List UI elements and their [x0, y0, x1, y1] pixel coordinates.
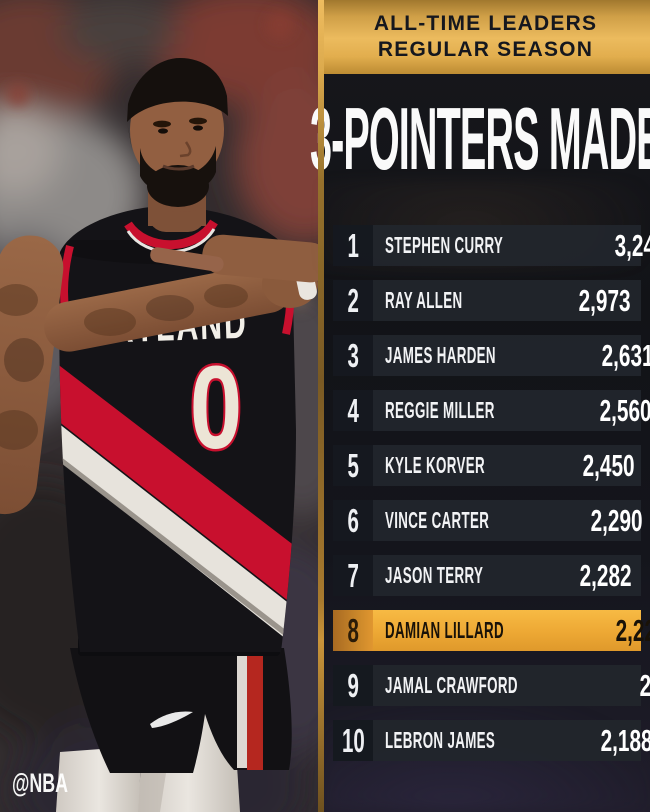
- rank-number: 6: [347, 501, 359, 539]
- player-name-cell: RAY ALLEN: [373, 280, 553, 321]
- player-value-cell: 2,188: [575, 720, 650, 761]
- player-value-cell: 2,222: [590, 610, 650, 651]
- player-value-cell: 2,560: [574, 390, 650, 431]
- player-value: 2,560: [599, 392, 650, 428]
- player-value-cell: 2,221: [614, 665, 650, 706]
- rank-cell: 7: [333, 555, 373, 596]
- player-value: 2,290: [590, 502, 643, 538]
- player-name-cell: LEBRON JAMES: [373, 720, 575, 761]
- player-name-cell: JAMES HARDEN: [373, 335, 576, 376]
- player-value: 2,450: [582, 447, 635, 483]
- leaderboard-panel: ALL-TIME LEADERS REGULAR SEASON 3-POINTE…: [310, 0, 650, 812]
- player-name-cell: VINCE CARTER: [373, 500, 565, 541]
- leaderboard-row: 7 JASON TERRY 2,282: [333, 555, 641, 596]
- rank-cell: 10: [333, 720, 373, 761]
- rank-cell: 3: [333, 335, 373, 376]
- rank-number: 1: [347, 226, 359, 264]
- rank-cell: 8: [333, 610, 373, 651]
- player-value: 2,282: [579, 557, 632, 593]
- player-name: REGGIE MILLER: [385, 397, 495, 423]
- divider-stripe: [318, 0, 324, 812]
- rank-number: 7: [347, 556, 359, 594]
- rank-number: 5: [347, 446, 359, 484]
- player-value-cell: 2,450: [557, 445, 645, 486]
- player-value: 2,188: [600, 722, 650, 758]
- player-photo: RTLAND 0: [0, 0, 322, 812]
- player-name: JAMES HARDEN: [385, 342, 496, 368]
- nba-watermark: @NBA: [12, 768, 97, 799]
- banner-line-2: REGULAR SEASON: [377, 38, 594, 61]
- player-name-cell: KYLE KORVER: [373, 445, 557, 486]
- rank-cell: 9: [333, 665, 373, 706]
- leaderboard-row: 9 JAMAL CRAWFORD 2,221: [333, 665, 650, 706]
- player-name: LEBRON JAMES: [385, 727, 496, 753]
- player-value: 2,631: [601, 337, 650, 373]
- player-name: DAMIAN LILLARD: [385, 617, 504, 643]
- leaderboard-row: 10 LEBRON JAMES 2,188: [333, 720, 650, 761]
- player-name-cell: STEPHEN CURRY: [373, 225, 589, 266]
- leaderboard-row: 6 VINCE CARTER 2,290: [333, 500, 642, 541]
- nba-watermark-text: @NBA: [12, 768, 68, 798]
- rank-number: 2: [347, 281, 359, 319]
- leaderboard-row: 2 RAY ALLEN 2,973: [333, 280, 641, 321]
- player-name: JASON TERRY: [385, 562, 484, 588]
- leaderboard-row: 4 REGGIE MILLER 2,560: [333, 390, 650, 431]
- rank-number: 9: [347, 666, 359, 704]
- player-value-cell: 2,282: [554, 555, 642, 596]
- player-name-cell: JASON TERRY: [373, 555, 554, 596]
- player-name: JAMAL CRAWFORD: [385, 672, 518, 698]
- rank-number: 10: [341, 721, 365, 759]
- player-value: 2,221: [640, 668, 650, 704]
- jersey-number: 0: [190, 341, 242, 474]
- player-name-cell: REGGIE MILLER: [373, 390, 574, 431]
- player-name: KYLE KORVER: [385, 452, 485, 478]
- player-value-cell: 2,290: [565, 500, 650, 541]
- player-name-cell: DAMIAN LILLARD: [373, 610, 590, 651]
- leaderboard-row: 1 STEPHEN CURRY 3,248: [333, 225, 650, 266]
- rank-number: 8: [347, 611, 359, 649]
- banner-line-1: ALL-TIME LEADERS: [373, 12, 598, 36]
- stat-title-text: 3-POINTERS MADE: [309, 89, 650, 188]
- player-name-cell: JAMAL CRAWFORD: [373, 665, 614, 706]
- rank-cell: 2: [333, 280, 373, 321]
- player-value: 2,222: [615, 612, 650, 648]
- rank-cell: 1: [333, 225, 373, 266]
- rank-cell: 4: [333, 390, 373, 431]
- leaderboard-row: 3 JAMES HARDEN 2,631: [333, 335, 650, 376]
- rank-cell: 6: [333, 500, 373, 541]
- player-photo-art: RTLAND 0: [0, 0, 322, 812]
- player-name: STEPHEN CURRY: [385, 232, 504, 258]
- player-value-cell: 2,973: [553, 280, 641, 321]
- banner: ALL-TIME LEADERS REGULAR SEASON: [321, 0, 650, 74]
- rank-number: 4: [347, 391, 359, 429]
- player-value-cell: 3,248: [589, 225, 650, 266]
- stat-title: 3-POINTERS MADE: [310, 78, 650, 200]
- player-name: VINCE CARTER: [385, 507, 490, 533]
- leaderboard-row: 8 DAMIAN LILLARD 2,222: [333, 610, 650, 651]
- leaderboard: 1 STEPHEN CURRY 3,248 2 RAY ALLEN 2,973 3 JAMES…: [333, 225, 650, 761]
- player-value: 2,973: [579, 282, 631, 318]
- leaderboard-row: 5 KYLE KORVER 2,450: [333, 445, 641, 486]
- rank-number: 3: [347, 336, 359, 374]
- player-value-cell: 2,631: [576, 335, 650, 376]
- rank-cell: 5: [333, 445, 373, 486]
- player-value: 3,248: [614, 227, 650, 263]
- player-name: RAY ALLEN: [385, 287, 463, 313]
